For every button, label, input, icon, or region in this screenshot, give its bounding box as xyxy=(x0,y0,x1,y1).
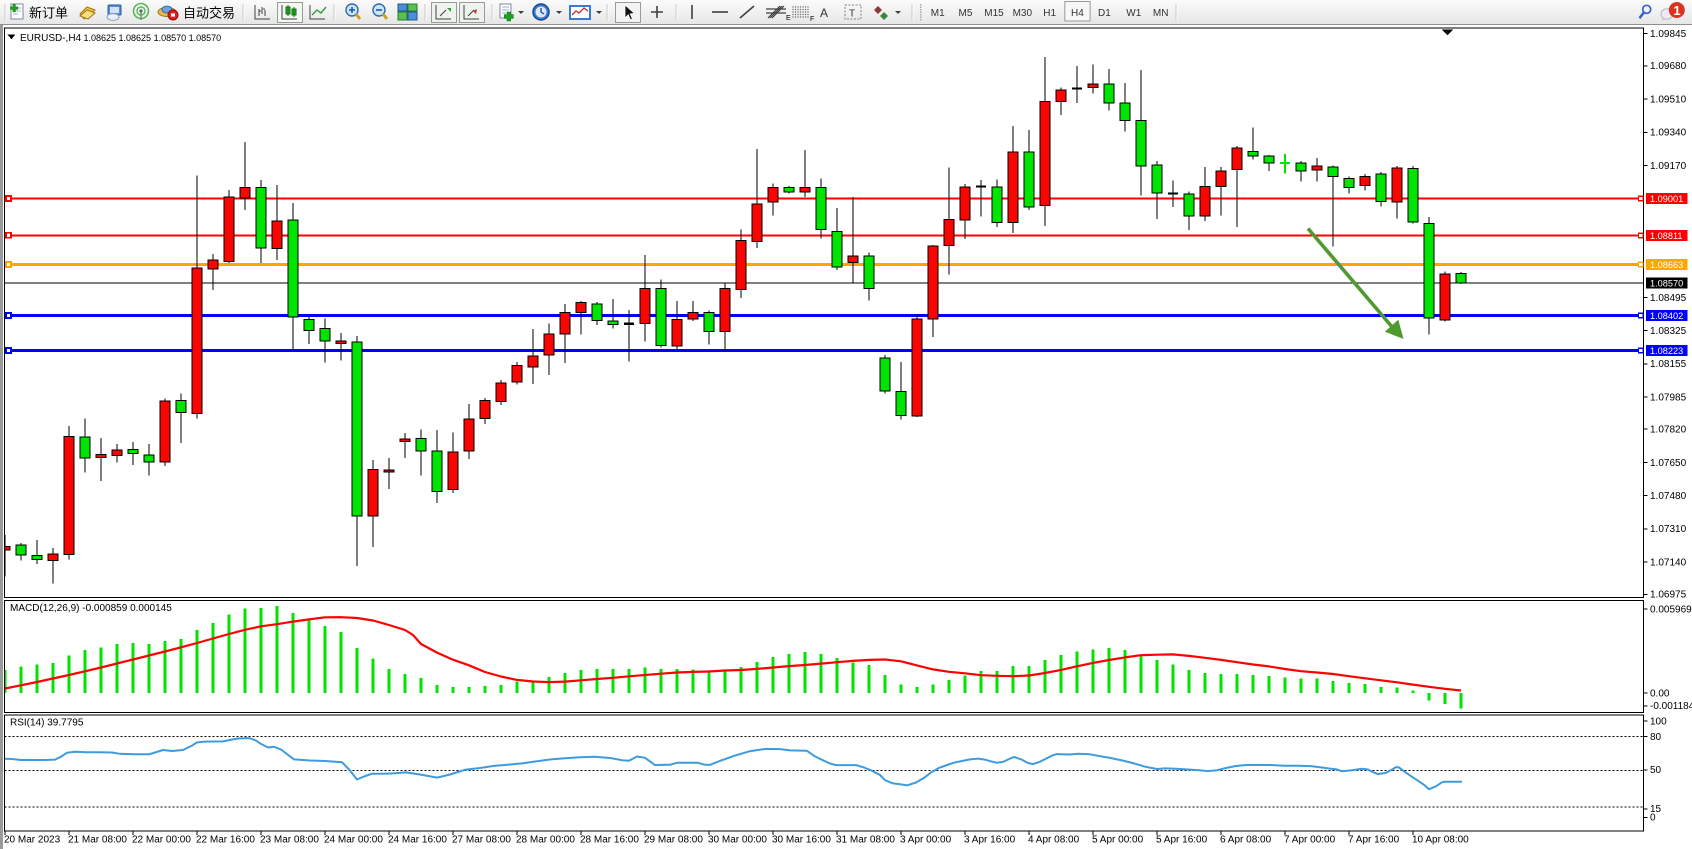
svg-text:1.08223: 1.08223 xyxy=(1650,346,1683,356)
svg-text:EURUSD-,H4: EURUSD-,H4 xyxy=(20,33,82,44)
svg-text:F: F xyxy=(810,16,814,23)
svg-text:1.07140: 1.07140 xyxy=(1650,558,1687,569)
svg-text:1.08811: 1.08811 xyxy=(1650,231,1683,241)
svg-text:1.07650: 1.07650 xyxy=(1650,458,1687,469)
svg-text:24 Mar 00:00: 24 Mar 00:00 xyxy=(324,835,383,846)
svg-text:5 Apr 16:00: 5 Apr 16:00 xyxy=(1156,835,1208,846)
svg-text:10 Apr 08:00: 10 Apr 08:00 xyxy=(1412,835,1469,846)
svg-text:80: 80 xyxy=(1650,732,1662,743)
svg-text:0.005969: 0.005969 xyxy=(1650,604,1692,615)
svg-text:28 Mar 16:00: 28 Mar 16:00 xyxy=(580,835,639,846)
svg-text:1.07820: 1.07820 xyxy=(1650,425,1687,436)
svg-text:M5: M5 xyxy=(959,8,973,19)
svg-text:31 Mar 08:00: 31 Mar 08:00 xyxy=(836,835,895,846)
svg-text:A: A xyxy=(820,6,828,20)
svg-text:20 Mar 2023: 20 Mar 2023 xyxy=(4,835,61,846)
svg-text:1.08570: 1.08570 xyxy=(1650,279,1683,289)
svg-text:1.09845: 1.09845 xyxy=(1650,29,1687,40)
svg-text:E: E xyxy=(786,15,791,22)
svg-text:21 Mar 08:00: 21 Mar 08:00 xyxy=(68,835,127,846)
svg-text:30 Mar 00:00: 30 Mar 00:00 xyxy=(708,835,767,846)
svg-text:1.08402: 1.08402 xyxy=(1650,311,1683,321)
svg-text:1.09001: 1.09001 xyxy=(1650,194,1683,204)
svg-text:23 Mar 08:00: 23 Mar 08:00 xyxy=(260,835,319,846)
svg-text:1.08625 1.08625 1.08570 1.0857: 1.08625 1.08625 1.08570 1.08570 xyxy=(84,33,222,43)
svg-text:3 Apr 16:00: 3 Apr 16:00 xyxy=(964,835,1016,846)
svg-text:50: 50 xyxy=(1650,765,1662,776)
svg-text:1.09510: 1.09510 xyxy=(1650,94,1687,105)
svg-text:15: 15 xyxy=(1650,804,1662,815)
svg-text:1.08663: 1.08663 xyxy=(1650,260,1683,270)
svg-text:W1: W1 xyxy=(1126,8,1141,19)
svg-text:T: T xyxy=(849,9,855,20)
svg-text:1.07480: 1.07480 xyxy=(1650,491,1687,502)
svg-text:4 Apr 08:00: 4 Apr 08:00 xyxy=(1028,835,1080,846)
svg-text:H1: H1 xyxy=(1043,8,1056,19)
svg-text:MACD(12,26,9) -0.000859 0.0001: MACD(12,26,9) -0.000859 0.000145 xyxy=(10,603,172,614)
svg-text:7 Apr 16:00: 7 Apr 16:00 xyxy=(1348,835,1400,846)
svg-text:D1: D1 xyxy=(1098,8,1111,19)
svg-text:27 Mar 08:00: 27 Mar 08:00 xyxy=(452,835,511,846)
svg-text:5 Apr 00:00: 5 Apr 00:00 xyxy=(1092,835,1144,846)
svg-text:1.08495: 1.08495 xyxy=(1650,293,1687,304)
svg-text:1: 1 xyxy=(1673,3,1680,18)
svg-text:新订单: 新订单 xyxy=(29,6,68,21)
svg-text:30 Mar 16:00: 30 Mar 16:00 xyxy=(772,835,831,846)
svg-text:6 Apr 08:00: 6 Apr 08:00 xyxy=(1220,835,1272,846)
svg-text:1.07310: 1.07310 xyxy=(1650,524,1687,535)
svg-text:24 Mar 16:00: 24 Mar 16:00 xyxy=(388,835,447,846)
svg-text:7 Apr 00:00: 7 Apr 00:00 xyxy=(1284,835,1336,846)
svg-text:28 Mar 00:00: 28 Mar 00:00 xyxy=(516,835,575,846)
svg-text:1.07985: 1.07985 xyxy=(1650,392,1687,403)
svg-text:M30: M30 xyxy=(1013,8,1033,19)
svg-text:M15: M15 xyxy=(984,8,1004,19)
svg-text:3 Apr 00:00: 3 Apr 00:00 xyxy=(900,835,952,846)
svg-text:0.00: 0.00 xyxy=(1650,689,1670,700)
svg-text:自动交易: 自动交易 xyxy=(183,6,235,21)
svg-text:M1: M1 xyxy=(931,8,945,19)
svg-text:-0.001184: -0.001184 xyxy=(1650,701,1692,712)
svg-text:22 Mar 00:00: 22 Mar 00:00 xyxy=(132,835,191,846)
svg-text:1.08325: 1.08325 xyxy=(1650,326,1687,337)
svg-text:1.09680: 1.09680 xyxy=(1650,61,1687,72)
svg-text:H4: H4 xyxy=(1071,8,1084,19)
svg-text:29 Mar 08:00: 29 Mar 08:00 xyxy=(644,835,703,846)
svg-text:1.09170: 1.09170 xyxy=(1650,161,1687,172)
svg-text:100: 100 xyxy=(1650,717,1667,728)
svg-text:1.09340: 1.09340 xyxy=(1650,128,1687,139)
svg-text:MN: MN xyxy=(1153,8,1169,19)
svg-text:1.06975: 1.06975 xyxy=(1650,590,1687,601)
svg-text:0: 0 xyxy=(1650,813,1656,824)
svg-text:1.08155: 1.08155 xyxy=(1650,359,1687,370)
svg-text:22 Mar 16:00: 22 Mar 16:00 xyxy=(196,835,255,846)
svg-text:RSI(14) 39.7795: RSI(14) 39.7795 xyxy=(10,718,84,729)
